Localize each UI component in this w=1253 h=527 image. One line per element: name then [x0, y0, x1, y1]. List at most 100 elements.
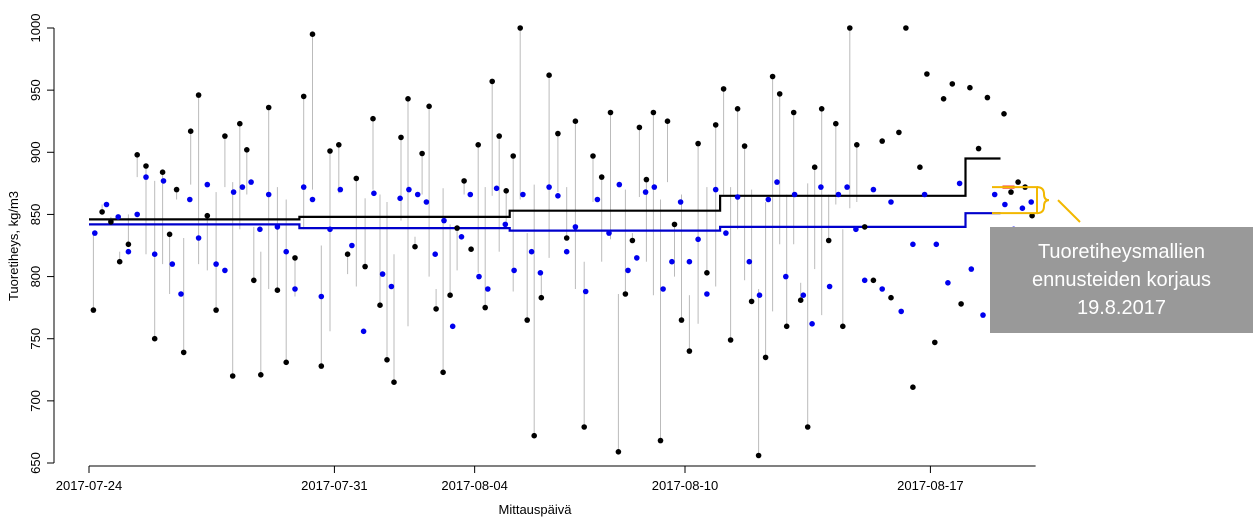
measured-point	[917, 164, 923, 170]
measured-point	[590, 153, 596, 159]
predicted-point	[1028, 199, 1034, 205]
predicted-point	[318, 293, 325, 300]
measured-point	[503, 188, 510, 194]
measured-point	[924, 71, 930, 77]
y-tick-label: 1000	[28, 14, 43, 43]
measured-point	[671, 221, 678, 228]
predicted-point	[379, 271, 386, 277]
measured-point	[244, 147, 250, 153]
predicted-point	[686, 258, 693, 265]
model-step-lines	[89, 157, 1015, 232]
measured-model-line	[89, 157, 1001, 221]
measured-point	[166, 231, 173, 238]
measured-point	[134, 152, 140, 158]
predicted-point	[616, 181, 623, 188]
predicted-point	[178, 291, 184, 297]
measured-point	[861, 224, 868, 230]
predicted-point	[835, 191, 842, 198]
measured-point	[825, 237, 832, 244]
measured-point	[517, 25, 523, 31]
predicted-point	[642, 189, 649, 195]
measured-point	[643, 176, 650, 183]
measured-point	[405, 96, 411, 102]
y-axis-label: Tuoretiheys, kg/m3	[6, 191, 21, 301]
predicted-point	[520, 191, 526, 198]
measured-point	[762, 354, 769, 361]
x-tick-label: 2017-08-04	[441, 478, 508, 493]
measured-point	[949, 81, 956, 87]
predicted-point	[160, 178, 167, 184]
measured-point	[461, 178, 467, 184]
predicted-point	[677, 199, 684, 205]
measured-point	[180, 349, 187, 356]
measured-point	[222, 133, 228, 139]
predicted-point	[634, 255, 640, 261]
measured-point	[384, 357, 390, 363]
y-tick-label: 650	[28, 452, 43, 474]
predicted-point	[195, 235, 202, 241]
predicted-point	[861, 277, 868, 284]
measured-point	[237, 120, 243, 127]
measured-point	[967, 84, 973, 91]
measured-point	[412, 243, 418, 250]
predicted-point	[980, 312, 986, 318]
measured-point	[1015, 179, 1021, 185]
predicted-point	[933, 241, 940, 248]
measured-point	[607, 109, 614, 116]
predicted-point	[528, 248, 535, 255]
measured-point	[524, 317, 530, 323]
measured-point	[283, 359, 290, 366]
predicted-point	[606, 230, 612, 236]
measured-point	[615, 449, 622, 455]
measured-point	[546, 72, 552, 78]
measured-point	[125, 241, 132, 248]
predicted-point	[746, 258, 753, 265]
predicted-point	[723, 230, 729, 236]
measured-point	[818, 106, 825, 112]
predicted-point	[397, 195, 403, 202]
measured-point	[797, 297, 804, 304]
measured-point	[910, 384, 916, 391]
annotation-bracket	[992, 186, 1081, 223]
measured-point	[870, 277, 877, 284]
measured-point	[678, 317, 685, 323]
x-tick-label: 2017-08-17	[897, 478, 964, 493]
predicted-point	[853, 226, 859, 233]
predicted-point	[888, 199, 894, 205]
y-tick-label: 700	[28, 390, 43, 412]
predicted-point	[844, 184, 850, 190]
predicted-point	[283, 248, 290, 255]
y-tick-label: 850	[28, 204, 43, 226]
predicted-point	[222, 267, 228, 274]
predicted-point	[945, 280, 951, 286]
measured-point	[251, 277, 257, 284]
measured-point	[741, 143, 748, 149]
predicted-point	[582, 288, 589, 295]
predicted-point	[204, 181, 211, 188]
measured-point	[720, 86, 727, 92]
measured-point	[151, 335, 158, 342]
predicted-point	[371, 190, 377, 197]
predicted-point	[265, 191, 272, 198]
predicted-point	[230, 189, 237, 195]
bracket-lines	[992, 186, 1038, 215]
measured-point	[847, 25, 853, 31]
measured-point	[90, 307, 97, 313]
data-points	[90, 25, 1035, 459]
predicted-point	[818, 184, 824, 190]
predicted-point	[169, 261, 176, 267]
measured-point	[377, 302, 383, 309]
measured-point	[940, 96, 947, 102]
measured-point	[840, 323, 846, 330]
measured-point	[229, 373, 236, 379]
predicted-point	[695, 236, 701, 243]
predicted-point	[879, 286, 885, 292]
predicted-point	[572, 224, 579, 230]
predicted-point	[92, 230, 98, 236]
measured-point	[1008, 189, 1014, 195]
predicted-point	[485, 286, 491, 292]
measured-point	[454, 225, 460, 231]
measured-point	[1029, 212, 1035, 219]
measured-point	[108, 219, 114, 225]
